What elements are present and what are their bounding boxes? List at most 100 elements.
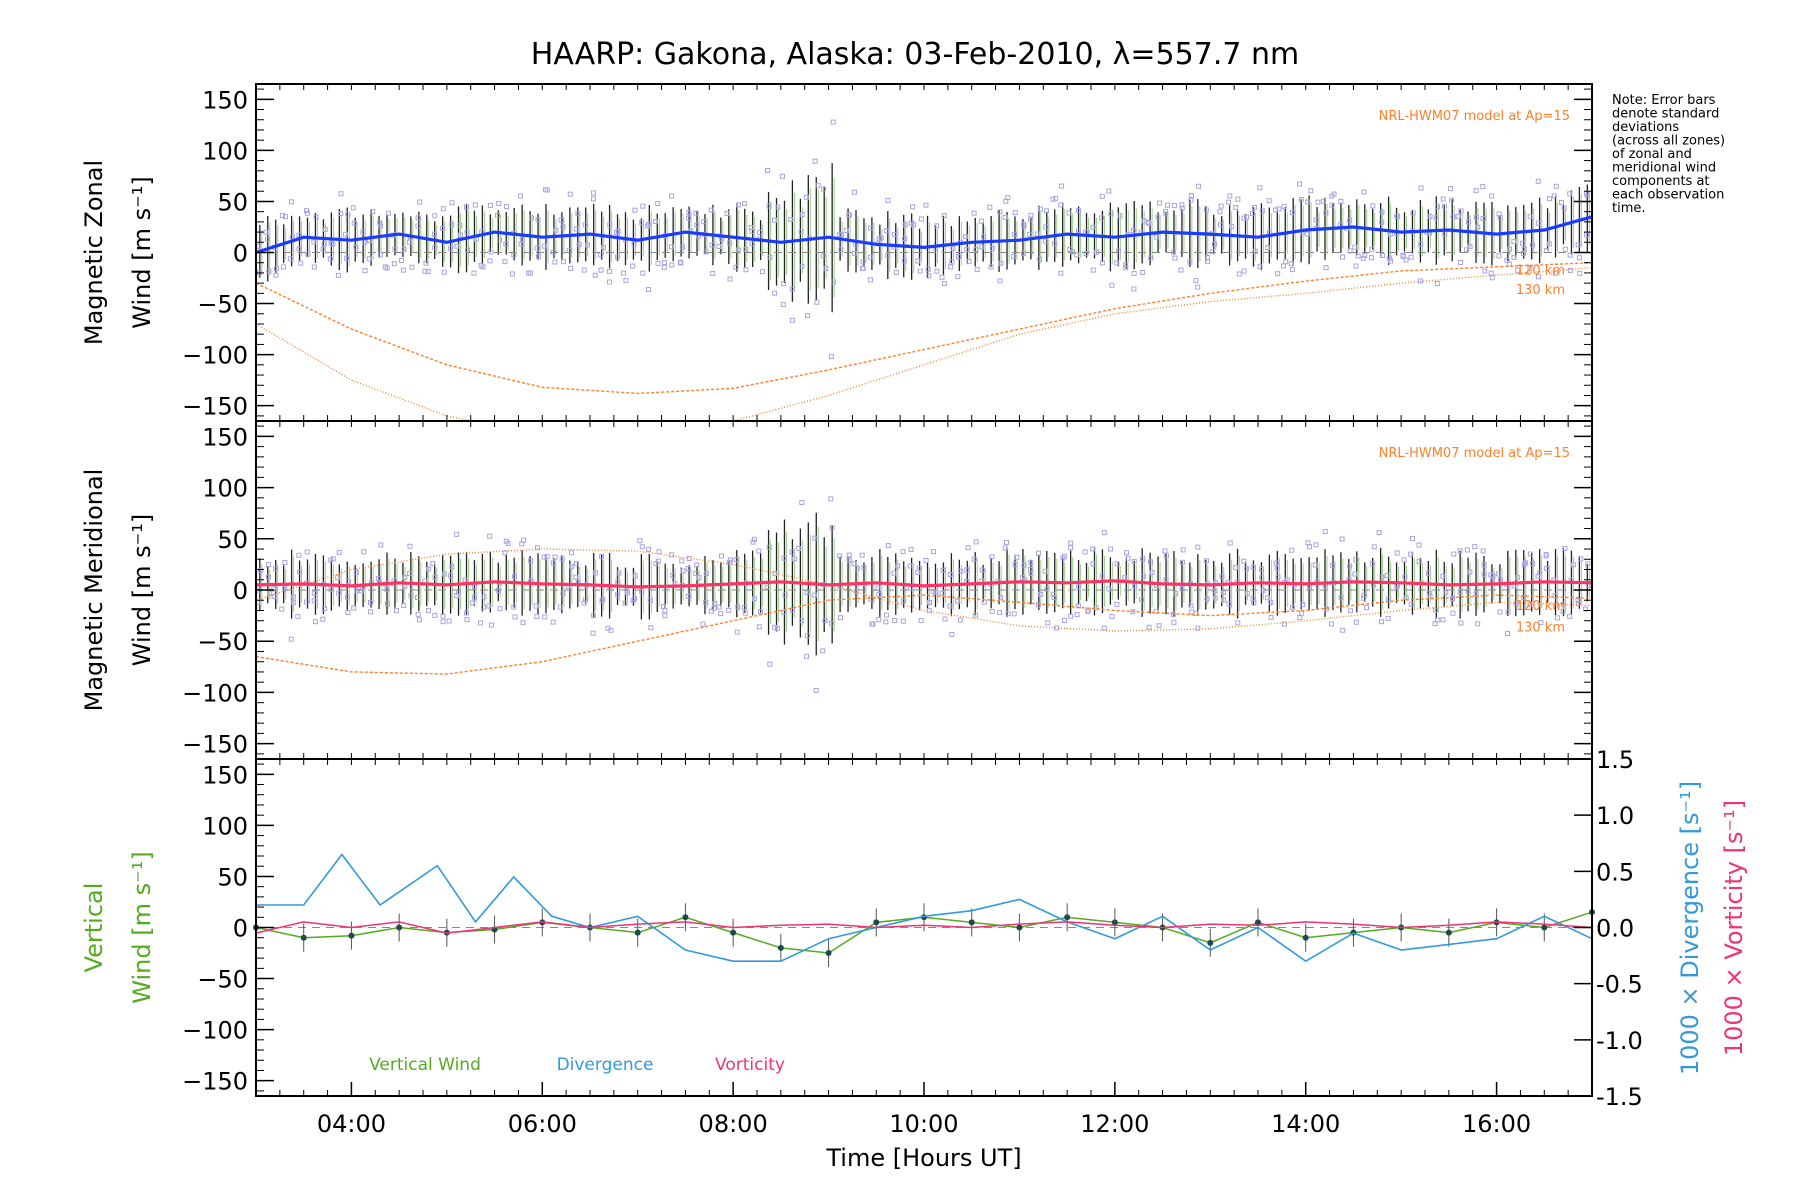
- vertical-point: [300, 934, 307, 941]
- scatter-point: [1567, 191, 1573, 197]
- scatter-point: [431, 231, 437, 237]
- scatter-point: [518, 193, 524, 199]
- scatter-point: [791, 556, 797, 562]
- scatter-point: [1496, 253, 1502, 259]
- scatter-point: [598, 267, 604, 273]
- scatter-point: [997, 278, 1003, 284]
- scatter-point: [923, 202, 929, 208]
- scatter-point: [487, 533, 493, 539]
- scatter-point: [311, 590, 317, 596]
- scatter-point: [1131, 558, 1137, 564]
- scatter-point: [1002, 545, 1008, 551]
- scatter-point: [973, 539, 979, 545]
- scatter-point: [336, 590, 342, 596]
- scatter-point: [569, 550, 575, 556]
- scatter-point: [599, 553, 605, 559]
- scatter-point: [1560, 609, 1566, 615]
- ytick-label: 0: [233, 915, 248, 943]
- scatter-point: [1156, 623, 1162, 629]
- scatter-point: [870, 621, 876, 627]
- scatter-point: [1362, 252, 1368, 258]
- scatter-point: [1274, 565, 1280, 571]
- scatter-point: [1189, 609, 1195, 615]
- scatter-point: [1308, 188, 1314, 194]
- scatter-point: [1235, 620, 1241, 626]
- scatter-point: [876, 617, 882, 623]
- scatter-point: [694, 562, 700, 568]
- scatter-point: [1257, 185, 1263, 191]
- scatter-point: [615, 228, 621, 234]
- scatter-point: [469, 600, 475, 606]
- scatter-point: [1465, 588, 1471, 594]
- scatter-point: [462, 577, 468, 583]
- scatter-point: [803, 194, 809, 200]
- scatter-point: [1276, 206, 1282, 212]
- scatter-point: [1038, 591, 1044, 597]
- scatter-point: [496, 201, 502, 207]
- scatter-point: [1347, 217, 1353, 223]
- scatter-point: [781, 609, 787, 615]
- ytick-label: 0: [233, 240, 248, 268]
- scatter-point: [1369, 246, 1375, 252]
- scatter-point: [511, 252, 517, 258]
- scatter-point: [789, 607, 795, 613]
- scatter-point: [799, 618, 805, 624]
- scatter-point: [518, 241, 524, 247]
- scatter-point: [949, 259, 955, 265]
- scatter-point: [1427, 593, 1433, 599]
- scatter-point: [700, 621, 706, 627]
- scatter-point: [1498, 577, 1504, 583]
- ytick-label: 100: [202, 812, 248, 840]
- scatter-point: [353, 569, 359, 575]
- scatter-point: [1416, 559, 1422, 565]
- scatter-point: [851, 189, 857, 195]
- scatter-point: [471, 594, 477, 600]
- series-vorticity: [255, 921, 1593, 934]
- scatter-point: [1417, 278, 1423, 284]
- scatter-point: [711, 605, 717, 611]
- scatter-point: [911, 222, 917, 228]
- scatter-point: [1283, 259, 1289, 265]
- scatter-point: [680, 568, 686, 574]
- scatter-point: [741, 604, 747, 610]
- scatter-point: [592, 272, 598, 278]
- scatter-point: [1553, 183, 1559, 189]
- scatter-point: [1101, 530, 1107, 536]
- scatter-point: [378, 223, 384, 229]
- scatter-point: [464, 617, 470, 623]
- scatter-point: [1115, 248, 1121, 254]
- scatter-point: [902, 222, 908, 228]
- scatter-point: [573, 561, 579, 567]
- scatter-point: [328, 240, 334, 246]
- scatter-point: [478, 263, 484, 269]
- scatter-point: [708, 608, 714, 614]
- scatter-point: [748, 225, 754, 231]
- scatter-point: [1101, 625, 1107, 631]
- scatter-point: [1467, 569, 1473, 575]
- scatter-point: [497, 237, 503, 243]
- scatter-point: [327, 256, 333, 262]
- scatter-point: [1122, 575, 1128, 581]
- scatter-point: [814, 299, 820, 305]
- scatter-point: [320, 616, 326, 622]
- scatter-point: [471, 270, 477, 276]
- scatter-point: [1068, 545, 1074, 551]
- scatter-point: [669, 552, 675, 558]
- scatter-point: [1521, 246, 1527, 252]
- scatter-point: [1457, 548, 1463, 554]
- scatter-point: [321, 241, 327, 247]
- xtick-label: 06:00: [508, 1110, 577, 1138]
- ytick-right-label: 1.0: [1596, 802, 1634, 830]
- scatter-point: [504, 203, 510, 209]
- scatter-point: [1304, 231, 1310, 237]
- vertical-point: [1016, 924, 1023, 931]
- scatter-point: [354, 588, 360, 594]
- scatter-point: [1099, 193, 1105, 199]
- scatter-point: [885, 198, 891, 204]
- scatter-point: [965, 545, 971, 551]
- scatter-point: [1338, 198, 1344, 204]
- scatter-point: [1505, 609, 1511, 615]
- scatter-point: [1266, 198, 1272, 204]
- scatter-point: [963, 247, 969, 253]
- scatter-point: [1146, 219, 1152, 225]
